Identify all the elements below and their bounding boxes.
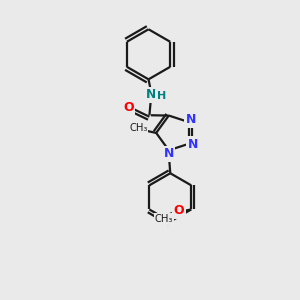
Text: N: N	[164, 147, 174, 160]
Text: H: H	[157, 92, 166, 101]
Text: H: H	[157, 92, 165, 101]
Text: CH₃: CH₃	[129, 123, 148, 133]
Text: CH₃: CH₃	[129, 123, 148, 133]
Text: N: N	[188, 138, 198, 151]
Text: O: O	[124, 101, 134, 114]
Text: O: O	[173, 204, 184, 218]
Text: O: O	[124, 101, 134, 114]
Text: N: N	[146, 88, 156, 101]
Text: N: N	[164, 147, 174, 160]
Text: CH₃: CH₃	[155, 214, 173, 224]
Text: N: N	[188, 138, 198, 151]
Text: N: N	[146, 88, 156, 101]
Text: N: N	[186, 113, 196, 126]
Text: O: O	[173, 204, 184, 218]
Text: CH₃: CH₃	[155, 214, 173, 224]
Text: N: N	[185, 113, 196, 126]
